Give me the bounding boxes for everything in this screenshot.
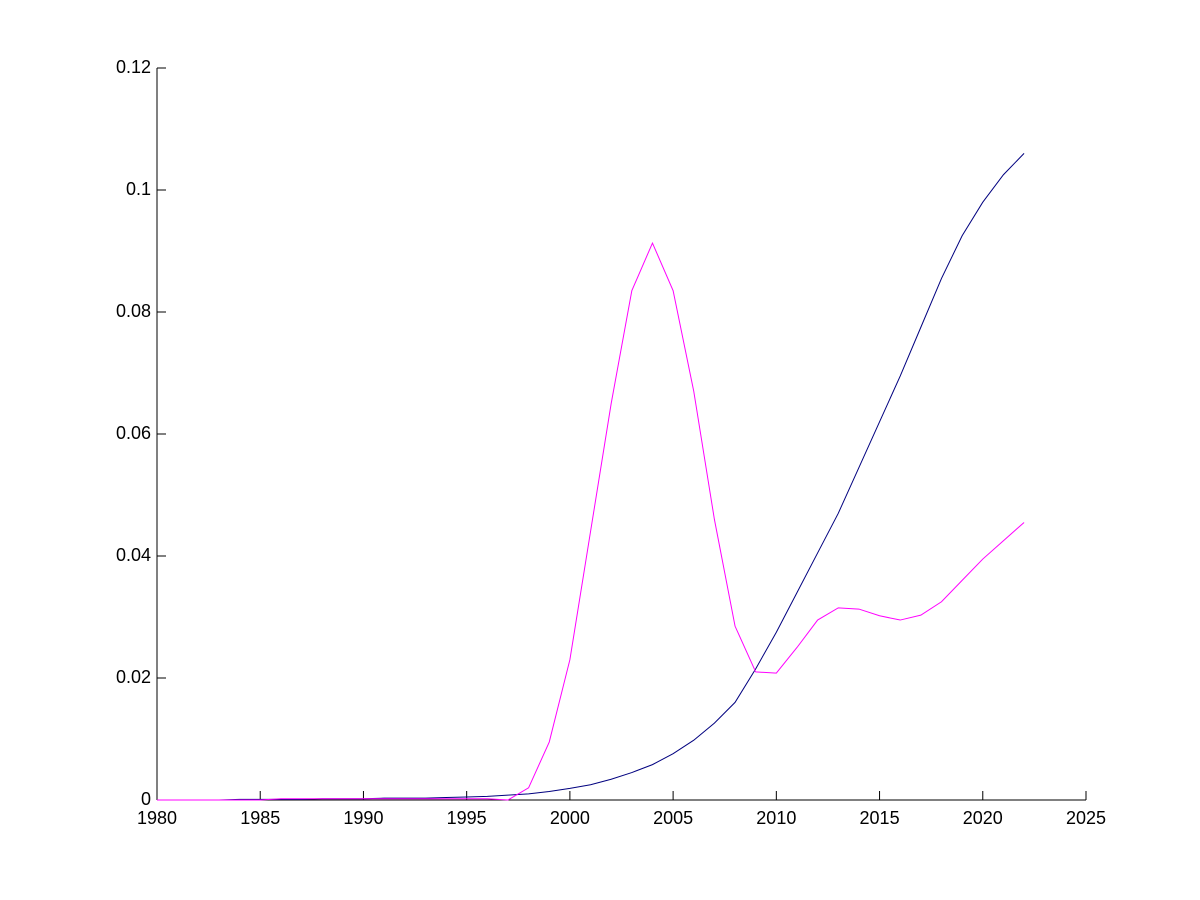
x-tick-label: 2000 — [550, 808, 590, 828]
y-tick-label: 0.04 — [116, 545, 151, 565]
x-tick-label: 2020 — [963, 808, 1003, 828]
y-tick-label: 0.06 — [116, 423, 151, 443]
x-tick-label: 1980 — [137, 808, 177, 828]
series-line — [157, 241, 1025, 801]
y-tick-label: 0.08 — [116, 301, 151, 321]
x-tick-label: 2015 — [860, 808, 900, 828]
y-tick-label: 0 — [141, 789, 151, 809]
x-tick-label: 1985 — [240, 808, 280, 828]
y-tick-label: 0.12 — [116, 57, 151, 77]
y-tick-label: 0.1 — [126, 179, 151, 199]
x-tick-label: 2010 — [756, 808, 796, 828]
x-tick-label: 1990 — [343, 808, 383, 828]
y-tick-label: 0.02 — [116, 667, 151, 687]
series-line — [157, 153, 1025, 801]
x-tick-label: 2025 — [1066, 808, 1106, 828]
x-tick-label: 1995 — [447, 808, 487, 828]
x-tick-label: 2005 — [653, 808, 693, 828]
